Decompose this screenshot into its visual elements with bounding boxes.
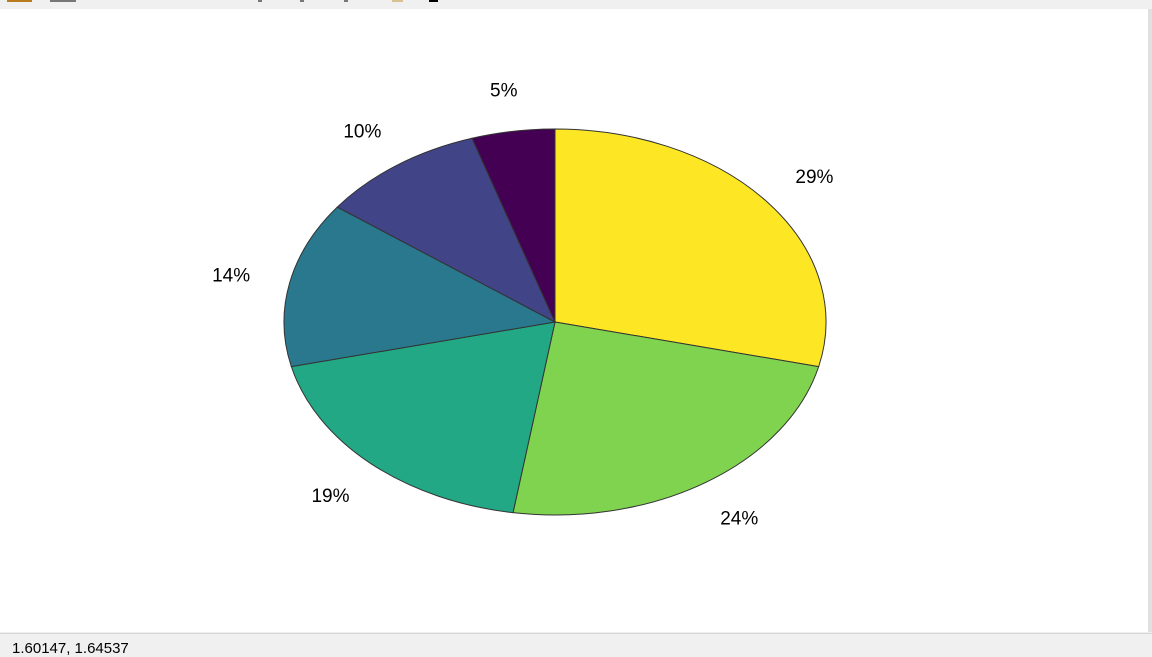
open-icon[interactable] [50, 0, 76, 2]
zoom-icon[interactable] [258, 0, 262, 2]
pie-chart: 29% 24% 19% 14% 10% 5% [212, 80, 833, 530]
datacursor-icon[interactable] [392, 0, 403, 2]
rotate-icon[interactable] [344, 0, 348, 2]
new-figure-icon[interactable] [7, 0, 32, 2]
pie-slice-1 [512, 321, 820, 516]
status-bar: 1.60147, 1.64537 [0, 633, 1152, 657]
pie-slice-0 [554, 128, 827, 368]
slice-label-5: 5% [490, 80, 518, 101]
pan-icon[interactable] [300, 0, 304, 2]
window-border [1148, 9, 1152, 632]
slice-label-0: 29% [795, 167, 833, 188]
slice-label-2: 19% [311, 486, 349, 507]
slice-label-3: 14% [212, 266, 250, 287]
pie-slice-2 [290, 321, 556, 514]
coordinate-readout: 1.60147, 1.64537 [12, 640, 129, 657]
pie-slice-4 [336, 137, 557, 324]
plot-area: 29% 24% 19% 14% 10% 5% [0, 9, 1148, 632]
figure-toolbar [0, 0, 1152, 9]
slice-label-4: 10% [343, 122, 381, 143]
pie-slice-3 [283, 206, 557, 368]
slice-label-1: 24% [720, 509, 758, 530]
insert-icon[interactable] [429, 0, 438, 2]
pie-slice-5 [471, 128, 556, 323]
